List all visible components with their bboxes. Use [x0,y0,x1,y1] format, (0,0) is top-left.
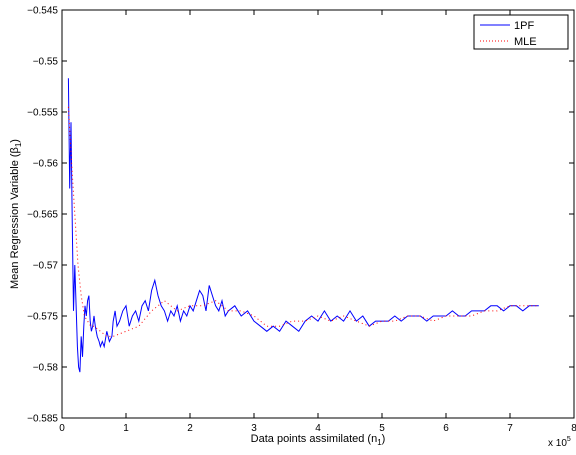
plot-area [61,9,575,419]
y-tick-label: −0.55 [33,57,59,68]
x-tick-label: 8 [571,423,576,434]
y-tick-label: −0.585 [27,414,58,425]
x-tick-label: 4 [315,423,321,434]
x-axis-label: Data points assimilated (n1) [251,433,386,447]
x-tick-label: 0 [59,423,65,434]
x-tick-label: 5 [379,423,385,434]
x-tick-label: 1 [123,423,129,434]
y-tick-label: −0.575 [27,312,58,323]
y-tick-label: −0.57 [33,261,59,272]
x-tick-label: 2 [187,423,193,434]
x-tick-label: 7 [507,423,513,434]
y-tick-label: −0.545 [27,6,58,17]
x-tick-label: 6 [443,423,449,434]
legend-label-1pf: 1PF [514,20,534,32]
legend-box [473,14,569,50]
x-tick-label: 3 [251,423,257,434]
series-line-1pf [67,78,539,373]
series-layer [67,78,539,373]
y-tick-label: −0.565 [27,210,58,221]
y-tick-label: −0.56 [33,159,59,170]
axis-ticks: 0 1 2 3 4 5 6 7 8 −0.545 −0.55 −0.555 −0.56 −0.565 −0.… [27,6,576,435]
y-axis-label: Mean Regression Variable (β1) [9,139,23,289]
y-tick-label: −0.58 [33,363,59,374]
y-tick-label: −0.555 [27,108,58,119]
x-axis-multiplier: x 105 [548,436,571,449]
legend: 1PF MLE [473,14,569,50]
legend-label-mle: MLE [514,36,537,48]
